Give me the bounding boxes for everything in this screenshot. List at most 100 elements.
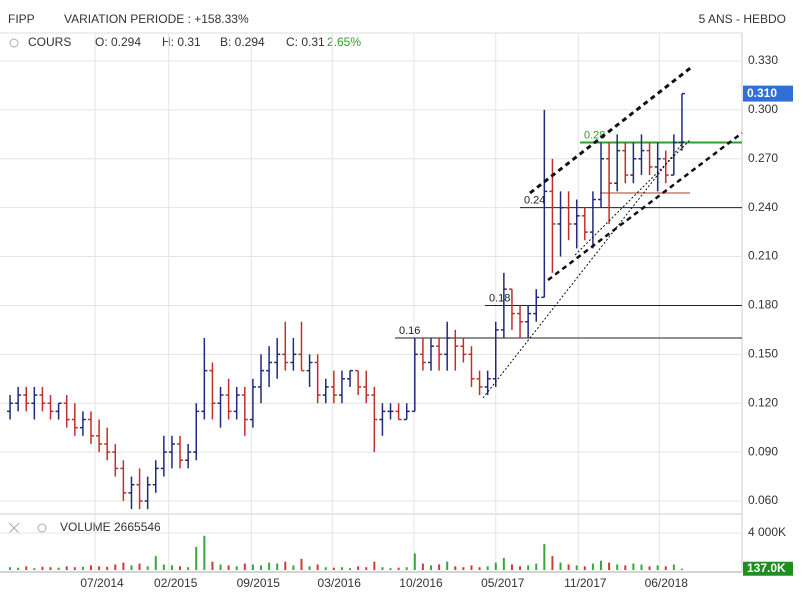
y-tick-label: 0.240	[748, 200, 778, 214]
volume-bar	[251, 564, 254, 570]
plot: 0.060 0.090 0.120 0.150 0.180 0.210 0.240 0.270…	[0, 33, 793, 590]
volume-bar	[640, 564, 643, 570]
volume-bar	[9, 567, 12, 570]
volume-bar	[49, 567, 52, 570]
volume-bar	[413, 553, 416, 570]
x-tick-label: 10/2016	[399, 576, 443, 590]
volume-bar	[397, 567, 400, 570]
period[interactable]: 5 ANS - HEBDO	[699, 12, 786, 26]
volume-tick-label: 4 000K	[748, 525, 786, 539]
y-tick-label: 0.060	[748, 493, 778, 507]
volume-bar	[365, 567, 368, 570]
volume-bar	[332, 567, 335, 570]
last-price-badge	[743, 85, 793, 102]
y-tick-label: 0.180	[748, 298, 778, 312]
trend-line	[574, 139, 691, 256]
volume-bar	[195, 546, 198, 570]
x-tick-label: 07/2014	[80, 576, 124, 590]
volume-bar	[430, 565, 432, 570]
volume-bar	[478, 567, 481, 570]
trend-lines	[482, 64, 743, 399]
volume-bar	[543, 544, 546, 570]
volume-bar	[114, 564, 117, 570]
volume-bar	[227, 565, 230, 570]
volume-bar	[672, 564, 675, 570]
volume-bar	[98, 566, 101, 570]
symbol: FIPP	[8, 12, 35, 26]
volume-bar	[162, 564, 165, 570]
volume-bar	[454, 566, 457, 570]
volume-bar	[519, 566, 522, 570]
last-volume-label: 137.0K	[747, 561, 786, 575]
volume-bar	[470, 565, 473, 570]
trend-line	[529, 64, 694, 195]
gear-icon[interactable]	[9, 38, 19, 48]
x-tick-label: 05/2017	[481, 576, 525, 590]
volume-bar	[664, 566, 667, 570]
volume-bar	[65, 566, 68, 570]
volume-bar	[25, 566, 28, 570]
trend-line	[482, 139, 686, 399]
close-icon[interactable]	[8, 522, 20, 534]
volume-bar	[608, 562, 611, 570]
volume-bar	[357, 566, 360, 570]
volume-bar	[308, 566, 311, 570]
volume-bar	[535, 563, 538, 570]
price-panel-label: COURS	[28, 35, 71, 49]
volume-bar	[33, 568, 36, 570]
x-tick-label: 09/2015	[237, 576, 281, 590]
volume-bar	[527, 565, 530, 570]
volume-bar	[648, 566, 651, 570]
volume-bar	[187, 567, 190, 570]
volume-bar	[90, 565, 92, 570]
volume-bar	[284, 561, 287, 570]
volume-bar	[405, 567, 408, 570]
volume-bar	[373, 561, 376, 570]
volume-bar	[446, 561, 449, 570]
volume-bar	[624, 565, 627, 570]
volume-bar	[349, 568, 352, 570]
y-tick-label: 0.330	[748, 53, 778, 67]
y-tick-label: 0.120	[748, 395, 778, 409]
x-tick-label: 02/2015	[154, 576, 198, 590]
volume-bar	[381, 567, 384, 570]
trend-line	[547, 132, 743, 281]
high: H: 0.31	[162, 35, 201, 49]
volume-bar	[575, 565, 578, 570]
open: O: 0.294	[95, 35, 141, 49]
volume-bar	[243, 563, 246, 570]
volume-bar	[486, 566, 489, 570]
volume-bar	[292, 565, 295, 570]
volume-bar	[340, 567, 343, 570]
volume-bar	[494, 562, 497, 570]
x-tick-label: 03/2016	[318, 576, 362, 590]
close: C: 0.31	[286, 35, 325, 49]
volume-bar	[106, 566, 109, 570]
gear-icon[interactable]	[37, 523, 47, 533]
level-label: 0.16	[399, 325, 420, 337]
volume-bar	[81, 566, 84, 570]
volume-bar	[170, 565, 173, 570]
volume-bar	[632, 563, 635, 570]
y-tick-label: 0.270	[748, 151, 778, 165]
change: 2.65%	[327, 35, 361, 49]
volume-bar	[179, 566, 182, 570]
y-tick-label: 0.300	[748, 102, 778, 116]
volume-bar	[583, 566, 586, 570]
volume-bar	[567, 564, 570, 570]
volume-bar	[57, 567, 60, 570]
last-volume-badge	[743, 561, 793, 576]
volume-bar	[300, 558, 303, 570]
volume-bar	[138, 563, 141, 570]
volume-bar	[122, 562, 125, 570]
volume-bar	[130, 565, 133, 570]
volume-bar	[502, 557, 505, 570]
volume-bar	[203, 535, 206, 570]
volume-bar	[260, 565, 262, 570]
volume-bar	[680, 568, 683, 570]
volume-bar	[268, 562, 271, 570]
level-label: 0.24	[524, 195, 545, 207]
last-price-label: 0.310	[747, 86, 777, 100]
